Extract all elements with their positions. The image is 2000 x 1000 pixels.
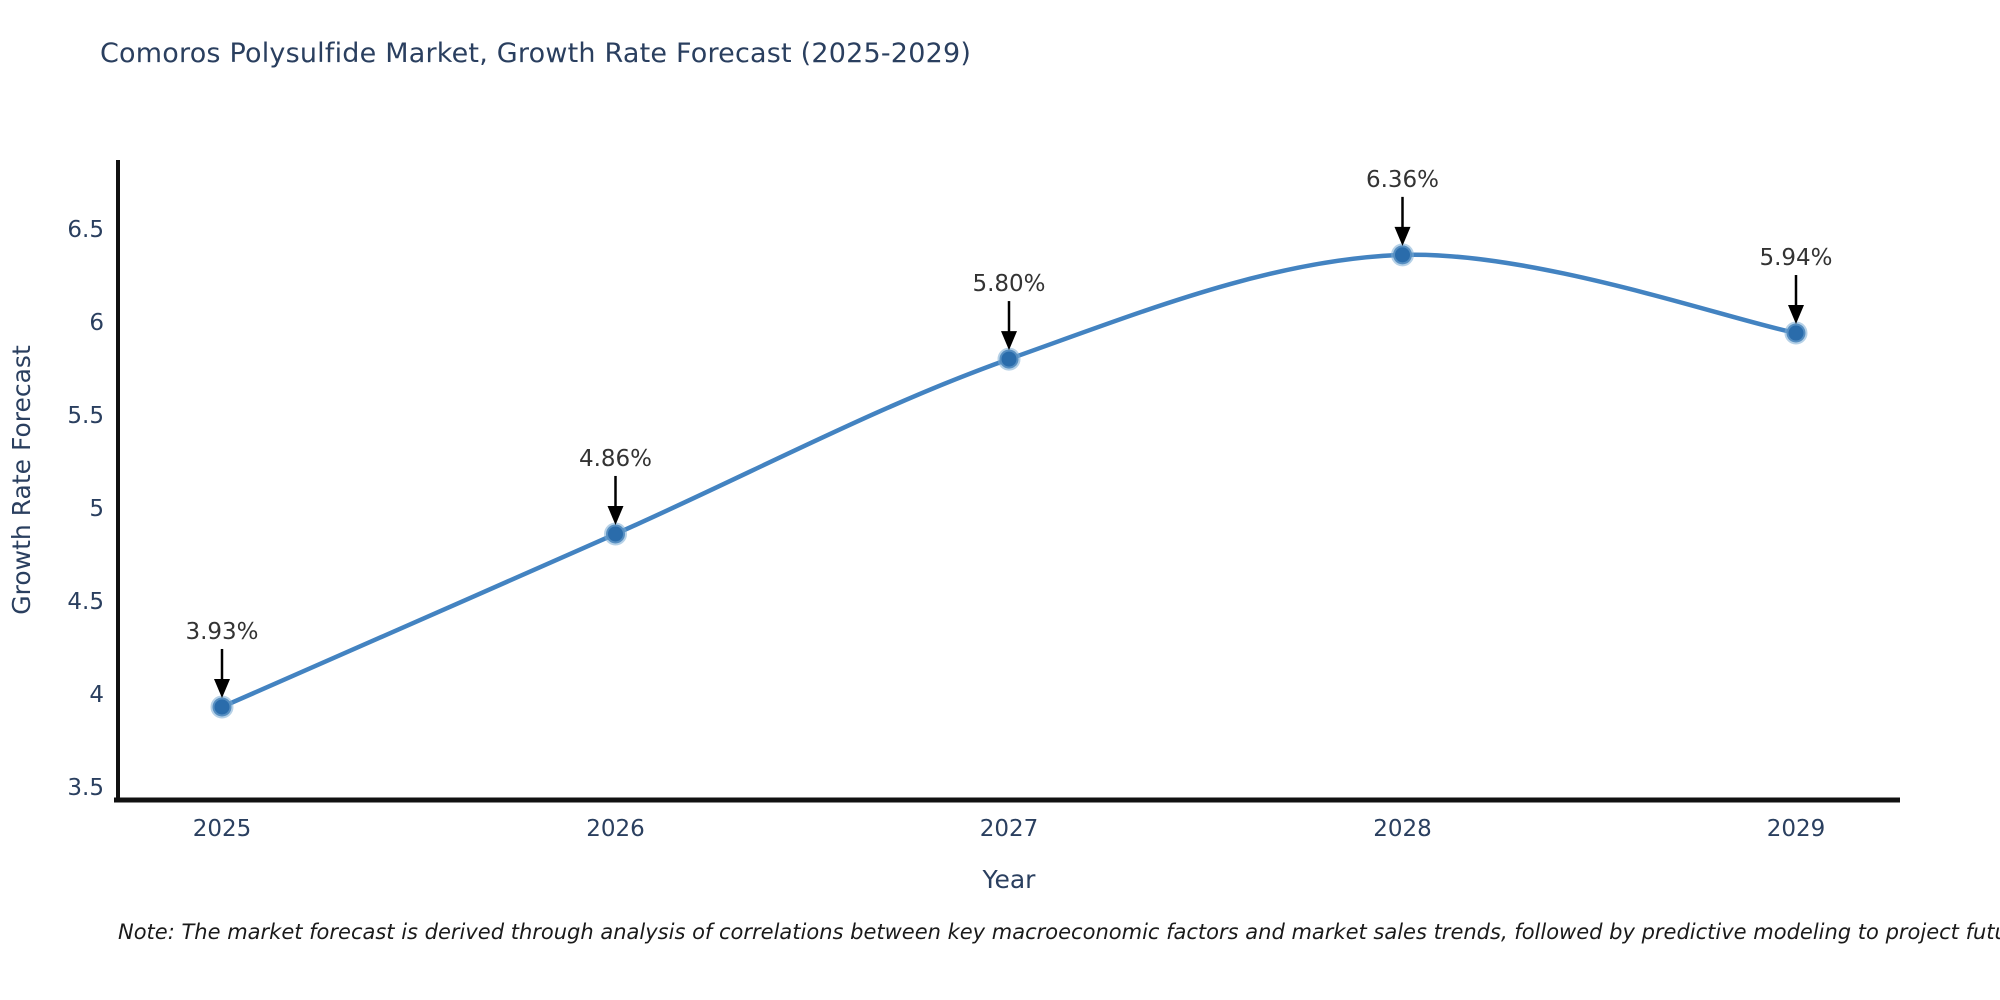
x-axis-title: Year [982,865,1037,894]
data-point-label: 6.36% [1366,167,1439,193]
y-tick-label: 5.5 [67,403,104,429]
x-tick-label: 2027 [980,816,1039,842]
y-axis-title: Growth Rate Forecast [7,345,36,615]
annotation-arrow-head [1788,305,1804,325]
data-point-label: 5.80% [972,271,1045,297]
data-point-marker [997,347,1021,371]
x-tick-label: 2028 [1373,816,1432,842]
x-tick-label: 2026 [586,816,645,842]
annotation-arrow-head [214,678,230,698]
data-point-label: 4.86% [579,446,652,472]
data-point-label: 3.93% [185,619,258,645]
annotation-arrow-head [1394,226,1411,246]
data-point-label: 5.94% [1759,245,1832,271]
y-tick-label: 3.5 [67,775,104,801]
x-tick-label: 2029 [1767,816,1826,842]
annotation-arrow-head [607,505,624,525]
data-point-marker [604,522,627,546]
y-tick-label: 6 [89,310,104,336]
y-tick-label: 4 [89,682,104,708]
data-point-marker [1391,243,1414,267]
x-tick-label: 2025 [193,816,252,842]
annotation-arrow-head [1001,331,1017,351]
y-tick-label: 5 [89,496,104,522]
data-point-marker [1784,321,1808,345]
footnote-text: Note: The market forecast is derived thr… [118,920,2000,944]
data-point-marker [210,695,234,719]
chart-title: Comoros Polysulfide Market, Growth Rate … [100,38,972,69]
y-tick-label: 4.5 [67,589,104,615]
y-tick-label: 6.5 [67,217,104,243]
